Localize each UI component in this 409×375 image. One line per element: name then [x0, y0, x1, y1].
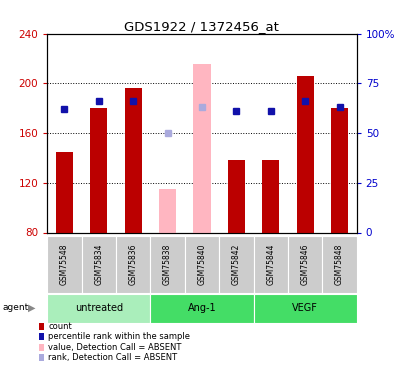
Bar — [261, 160, 279, 232]
Bar — [47, 236, 81, 292]
Bar — [253, 236, 287, 292]
Bar — [330, 108, 347, 232]
Text: percentile rank within the sample: percentile rank within the sample — [48, 332, 190, 341]
Text: GSM75838: GSM75838 — [163, 244, 172, 285]
Text: value, Detection Call = ABSENT: value, Detection Call = ABSENT — [48, 343, 181, 352]
Bar — [287, 236, 321, 292]
Bar — [159, 189, 176, 232]
Title: GDS1922 / 1372456_at: GDS1922 / 1372456_at — [124, 20, 279, 33]
Text: VEGF: VEGF — [292, 303, 317, 313]
Bar — [193, 63, 210, 232]
Text: GSM75846: GSM75846 — [300, 244, 309, 285]
Text: GSM75848: GSM75848 — [334, 244, 343, 285]
Text: GSM75548: GSM75548 — [60, 244, 69, 285]
Bar — [47, 294, 150, 322]
Bar — [227, 160, 244, 232]
Text: GSM75840: GSM75840 — [197, 244, 206, 285]
Bar — [184, 236, 218, 292]
Text: GSM75844: GSM75844 — [265, 244, 274, 285]
Bar — [124, 88, 142, 232]
Text: Ang-1: Ang-1 — [187, 303, 216, 313]
Bar — [81, 236, 116, 292]
Text: ▶: ▶ — [28, 303, 35, 312]
Text: untreated: untreated — [74, 303, 123, 313]
Bar — [150, 236, 184, 292]
Bar — [253, 294, 356, 322]
Text: rank, Detection Call = ABSENT: rank, Detection Call = ABSENT — [48, 353, 177, 362]
Text: agent: agent — [2, 303, 28, 312]
Bar — [56, 152, 73, 232]
Text: GSM75834: GSM75834 — [94, 244, 103, 285]
Bar — [296, 76, 313, 232]
Bar — [150, 294, 253, 322]
Text: GSM75842: GSM75842 — [231, 244, 240, 285]
Text: count: count — [48, 322, 72, 331]
Bar — [116, 236, 150, 292]
Bar — [90, 108, 107, 232]
Bar — [321, 236, 356, 292]
Text: GSM75836: GSM75836 — [128, 244, 137, 285]
Bar — [218, 236, 253, 292]
